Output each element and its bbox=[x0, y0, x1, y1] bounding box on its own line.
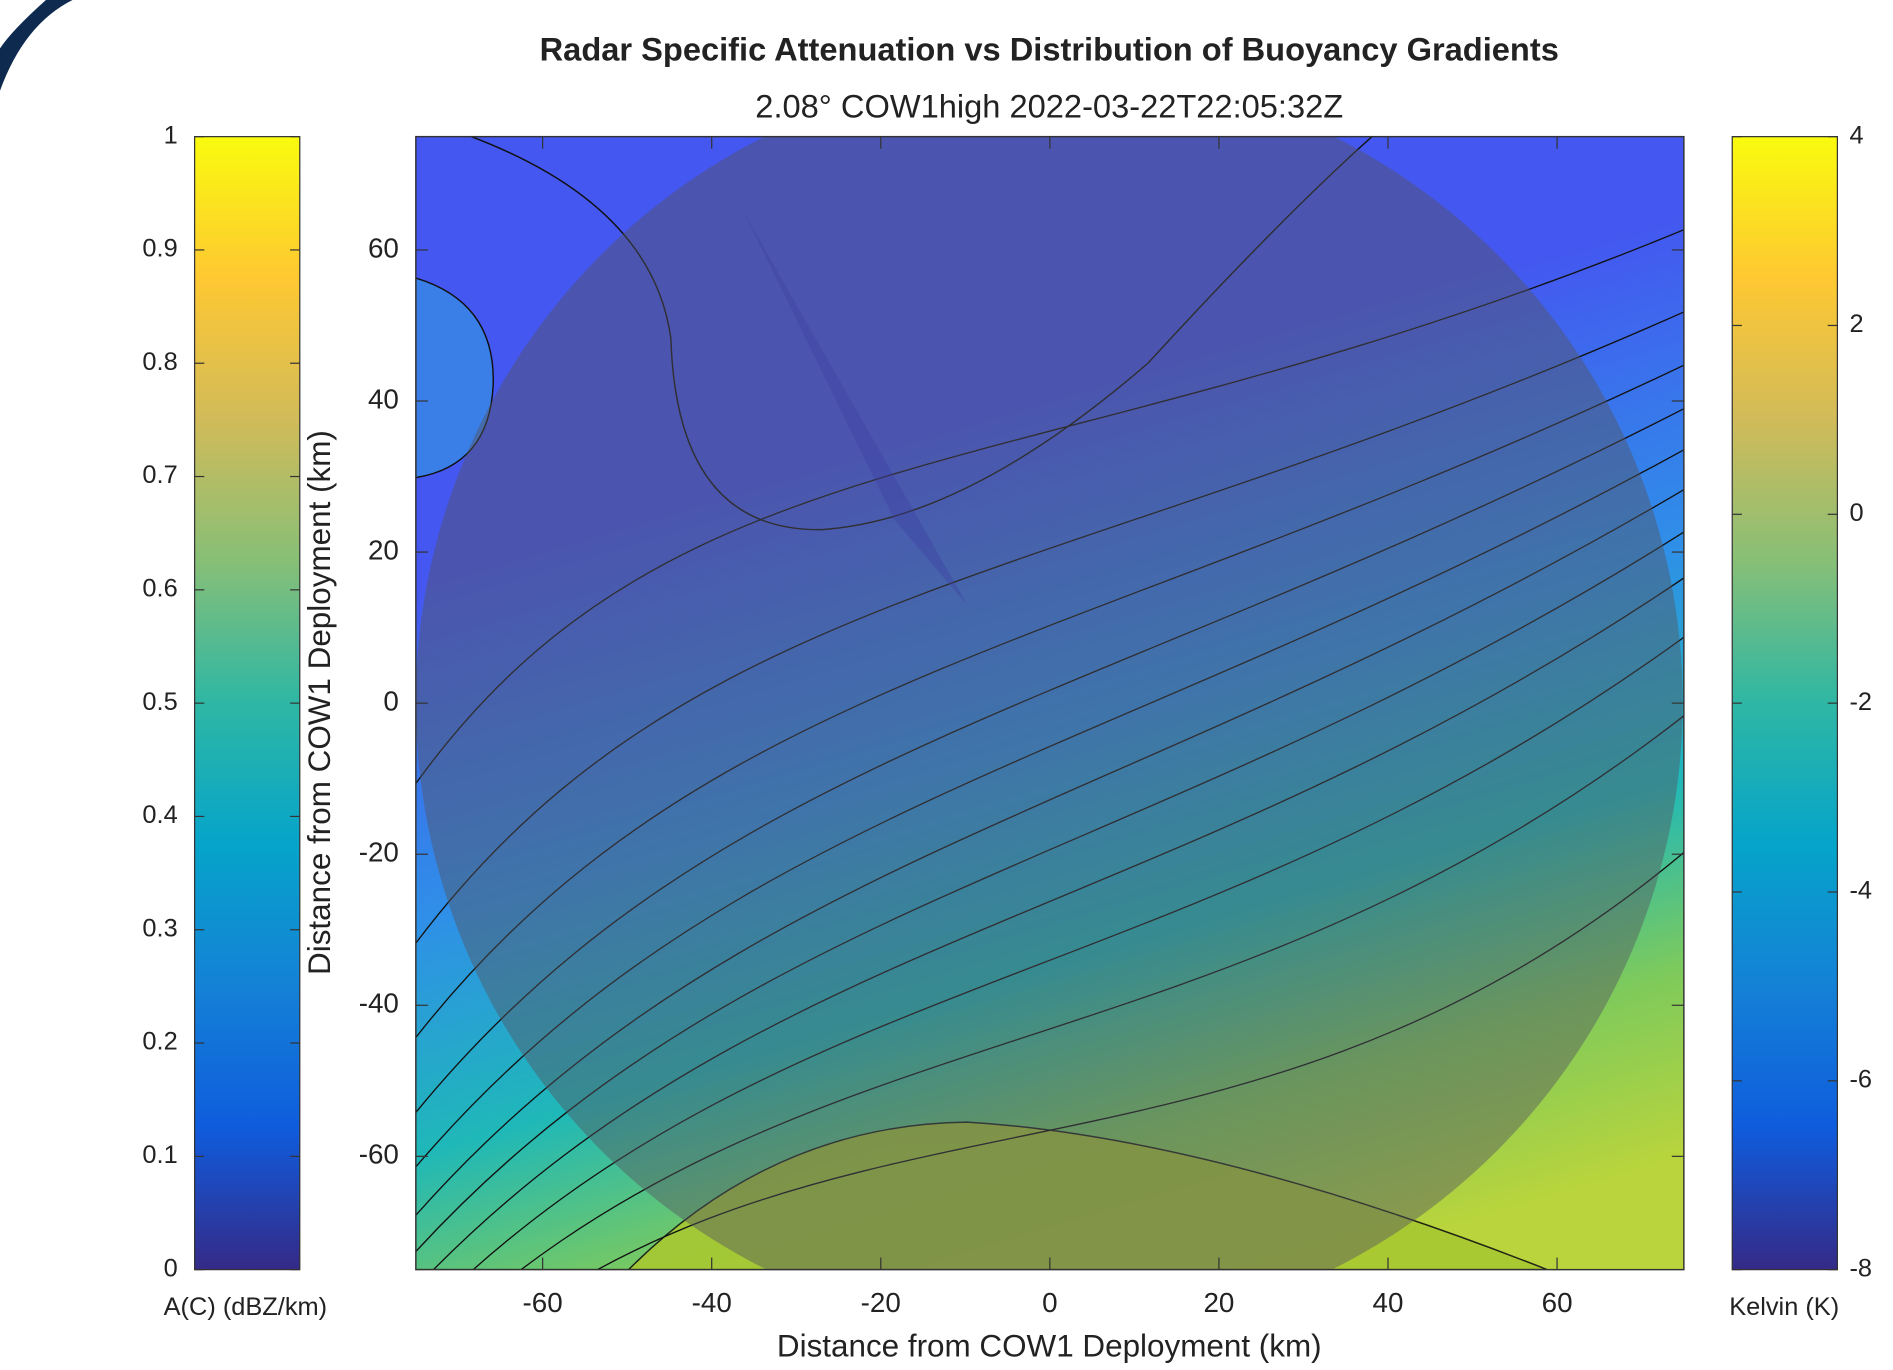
colorbar-label: Kelvin (K) bbox=[1729, 1293, 1839, 1321]
y-tick-label: -20 bbox=[359, 837, 399, 868]
x-tick-label: -40 bbox=[692, 1287, 732, 1318]
x-tick-label: 60 bbox=[1542, 1287, 1573, 1318]
y-tick-label: 60 bbox=[368, 232, 399, 263]
x-tick-label: -60 bbox=[523, 1287, 563, 1318]
plot-field bbox=[416, 69, 1684, 1370]
colorbar-tick-label: 0.4 bbox=[142, 801, 177, 829]
colorbar-tick-label: 4 bbox=[1849, 121, 1863, 149]
y-axis-label: Distance from COW1 Deployment (km) bbox=[302, 430, 337, 975]
colorbar-tick-label: -4 bbox=[1849, 877, 1872, 905]
radar-disc bbox=[416, 69, 1683, 1336]
page: {"chart_data":{"type":"radar-overlay", "… bbox=[0, 0, 1893, 1370]
colorbar-tick-label: 0 bbox=[1849, 499, 1863, 527]
colorbar-left bbox=[195, 137, 300, 1270]
colorbar-tick-label: -8 bbox=[1849, 1254, 1872, 1282]
colorbar-tick-label: 2 bbox=[1849, 310, 1863, 338]
colorbar-tick-label: -2 bbox=[1849, 688, 1872, 716]
colorbar-tick-label: 0.3 bbox=[142, 914, 177, 942]
colorbar-tick-label: 0.8 bbox=[142, 348, 177, 376]
x-tick-label: 0 bbox=[1042, 1287, 1057, 1318]
x-tick-label: -20 bbox=[861, 1287, 901, 1318]
colorbar-tick-label: 0.6 bbox=[142, 575, 177, 603]
colorbar-tick-label: 0.7 bbox=[142, 461, 177, 489]
colorbar-tick-label: 0.9 bbox=[142, 235, 177, 263]
chart-title: Radar Specific Attenuation vs Distributi… bbox=[540, 31, 1559, 68]
colorbar-tick-label: 0 bbox=[164, 1254, 178, 1282]
x-axis-label: Distance from COW1 Deployment (km) bbox=[777, 1329, 1322, 1364]
corner-decoration bbox=[0, 0, 73, 91]
colorbar-label: A(C) (dBZ/km) bbox=[164, 1293, 327, 1321]
colorbar-tick-label: 1 bbox=[164, 121, 178, 149]
chart-subtitle: 2.08° COW1high 2022-03-22T22:05:32Z bbox=[755, 87, 1343, 124]
y-tick-label: -40 bbox=[359, 988, 399, 1019]
y-tick-label: -60 bbox=[359, 1139, 399, 1170]
colorbar-right bbox=[1732, 137, 1837, 1270]
x-tick-label: 20 bbox=[1203, 1287, 1234, 1318]
y-tick-label: 20 bbox=[368, 534, 399, 565]
y-tick-label: 0 bbox=[383, 685, 398, 716]
colorbar-tick-label: 0.2 bbox=[142, 1028, 177, 1056]
colorbar-tick-label: 0.1 bbox=[142, 1141, 177, 1169]
colorbar-tick-label: -6 bbox=[1849, 1066, 1872, 1094]
y-tick-label: 40 bbox=[368, 383, 399, 414]
x-tick-label: 40 bbox=[1373, 1287, 1404, 1318]
colorbar-tick-label: 0.5 bbox=[142, 688, 177, 716]
figure: Radar Specific Attenuation vs Distributi… bbox=[0, 0, 1893, 1370]
